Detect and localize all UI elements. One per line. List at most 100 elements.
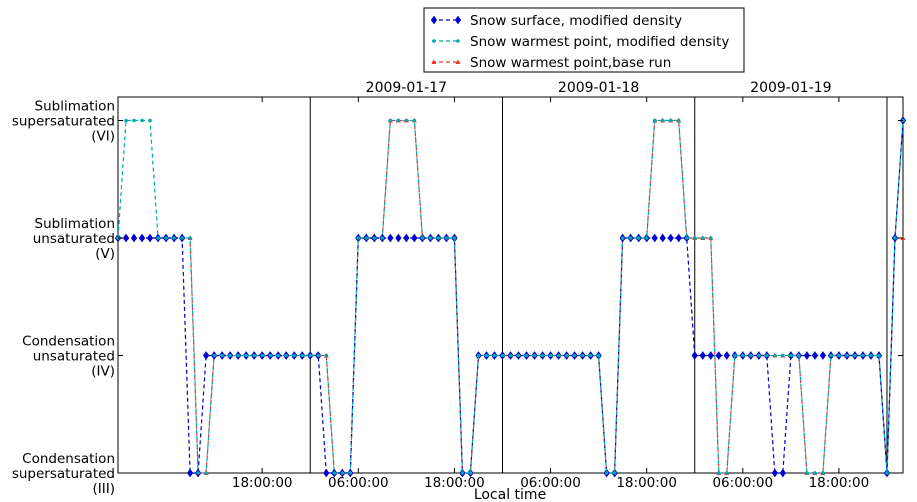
data-point: [332, 471, 337, 475]
data-point: [660, 118, 665, 123]
legend-box: [423, 7, 745, 73]
legend-marker: [431, 59, 437, 64]
legend-marker: [432, 39, 436, 43]
data-point: [781, 353, 785, 358]
data-point: [492, 353, 497, 358]
data-point: [228, 353, 232, 358]
data-point: [130, 233, 138, 243]
data-point: [819, 351, 827, 360]
data-point: [845, 353, 849, 358]
data-point: [468, 471, 473, 475]
date-label: 2009-01-17: [366, 80, 447, 96]
data-point: [749, 353, 753, 358]
data-point: [668, 118, 673, 123]
data-point: [715, 351, 722, 360]
data-point: [148, 118, 152, 123]
data-point: [524, 353, 529, 358]
data-point: [164, 236, 168, 240]
data-point: [556, 353, 561, 358]
y-tick-label: unsaturated: [33, 349, 115, 365]
data-point: [667, 233, 674, 243]
data-point: [372, 236, 377, 240]
y-tick-label: (IV): [91, 364, 115, 380]
data-point: [380, 236, 385, 240]
x-tick-label: 18:00:00: [232, 475, 293, 491]
axis-layer: 2009-01-17 2009-01-18 2009-01-19 Condensati…: [12, 80, 903, 497]
data-point: [364, 236, 369, 240]
data-point: [395, 233, 402, 243]
data-point: [829, 353, 833, 358]
data-point: [628, 236, 633, 240]
legend-marker: [430, 15, 438, 25]
data-point: [428, 236, 433, 240]
data-point: [387, 233, 394, 243]
data-point: [821, 471, 825, 475]
data-point: [124, 118, 128, 123]
data-point: [323, 468, 330, 478]
data-point: [732, 353, 737, 358]
data-point: [146, 233, 154, 243]
data-point: [620, 236, 625, 240]
data-point: [156, 236, 160, 240]
data-point: [797, 353, 801, 358]
data-point: [403, 233, 410, 243]
data-point: [604, 471, 609, 475]
y-tick-label: unsaturated: [33, 231, 115, 247]
data-point: [132, 118, 136, 123]
data-point: [805, 471, 809, 475]
date-label: 2009-01-18: [558, 80, 639, 96]
data-point: [765, 353, 769, 358]
data-point: [276, 353, 281, 358]
legend-label: Snow warmest point, modified density: [470, 34, 729, 50]
data-point: [861, 353, 865, 358]
x-tick-label: 18:00:00: [809, 475, 870, 491]
data-point: [757, 353, 761, 358]
data-point: [260, 353, 264, 358]
data-point: [700, 236, 705, 240]
data-point: [388, 118, 393, 123]
data-point: [476, 353, 481, 358]
data-point: [172, 236, 176, 240]
data-point: [508, 353, 513, 358]
data-point: [580, 353, 585, 358]
plot-frame: [117, 96, 904, 474]
data-point: [596, 353, 601, 358]
data-point: [707, 351, 714, 360]
data-point: [893, 236, 897, 240]
data-point: [676, 118, 681, 123]
data-point: [708, 236, 713, 240]
y-tick-label: Condensation: [22, 451, 115, 467]
data-point: [724, 471, 729, 475]
legend: Snow surface, modified density Snow warme…: [423, 7, 745, 73]
data-point: [452, 236, 457, 240]
data-point: [811, 351, 819, 360]
data-point: [348, 471, 353, 475]
y-tick-label: Sublimation: [35, 99, 115, 115]
data-point: [516, 353, 521, 358]
data-point: [692, 236, 697, 240]
data-point: [789, 353, 793, 358]
data-point: [779, 468, 786, 478]
data-point: [500, 353, 505, 358]
y-tick-label: (VI): [91, 129, 115, 145]
data-point: [444, 236, 449, 240]
data-point: [204, 471, 208, 475]
y-tick-label: supersaturated: [12, 466, 115, 482]
series-layer: [114, 116, 907, 478]
series-2: [116, 118, 905, 475]
y-tick-label: (V): [95, 246, 115, 262]
y-tick-label: (III): [93, 481, 115, 497]
data-point: [877, 353, 881, 358]
x-tick-label: 06:00:00: [328, 475, 389, 491]
plot-area: [117, 96, 904, 474]
data-point: [740, 353, 745, 358]
data-point: [532, 353, 537, 358]
data-point: [716, 471, 721, 475]
data-point: [588, 353, 593, 358]
data-point: [300, 353, 305, 358]
data-point: [268, 353, 272, 358]
data-point: [460, 471, 465, 475]
data-point: [138, 233, 146, 243]
data-point: [180, 236, 184, 240]
